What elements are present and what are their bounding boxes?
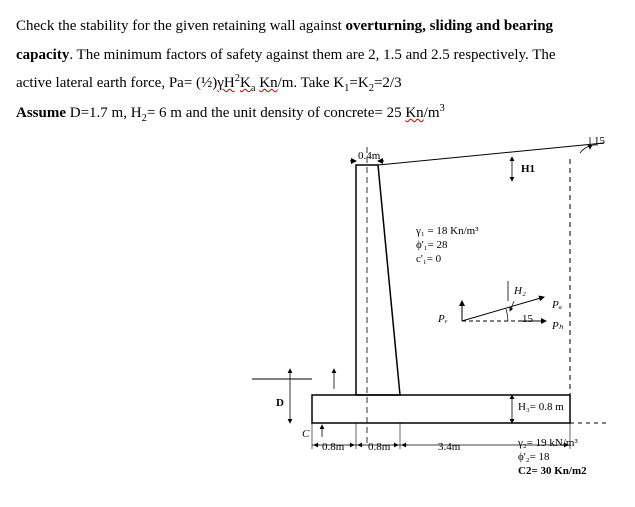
t-l2b: . The minimum factors of safety against … xyxy=(69,47,555,63)
t-l3j: =K xyxy=(349,75,368,91)
lbl-34: 3.4m xyxy=(438,441,460,453)
lbl-gamma1: γ₁ = 18 Kn/m³ xyxy=(416,225,479,237)
lbl-c1: c'₁= 0 xyxy=(416,253,441,265)
lbl-D: D xyxy=(276,397,284,409)
lbl-gamma2: γ₂= 19 kN/m³ xyxy=(518,437,578,449)
lbl-08b: 0.8m xyxy=(368,441,390,453)
t-l3b: γH xyxy=(217,75,234,91)
lbl-Ph: Pₕ xyxy=(552,319,563,332)
lbl-C2: C2= 30 Kn/m2 xyxy=(518,465,587,477)
t-l4e: Kn xyxy=(405,105,423,121)
lbl-phi2: ϕ'₂= 18 xyxy=(518,451,550,463)
lbl-ang2: 15 xyxy=(522,313,533,325)
lbl-angle15: 15 xyxy=(594,135,605,147)
retaining-wall-figure: 0.4m 15 H1 γ₁ = 18 Kn/m³ ϕ'₁= 28 c'₁= 0 … xyxy=(216,135,616,495)
lbl-phi1: ϕ'₁= 28 xyxy=(416,239,448,251)
t-l3h: /m. Take K xyxy=(278,75,345,91)
t-l4a: Assume xyxy=(16,105,66,121)
lbl-top-dim: 0.4m xyxy=(358,150,380,162)
t-l3d: K xyxy=(240,75,251,91)
t-l1b: overturning, sliding and bearing xyxy=(346,18,554,34)
t-l4g: 3 xyxy=(440,103,445,114)
problem-text: Check the stability for the given retain… xyxy=(16,12,619,129)
lbl-H3: H₃= 0.8 m xyxy=(518,401,564,413)
lbl-Pv: Pᵥ xyxy=(438,313,448,325)
t-l3l: =2/3 xyxy=(374,75,402,91)
t-l3a: active lateral earth force, Pa= (½) xyxy=(16,75,217,91)
lbl-Pa: Pₐ xyxy=(552,299,562,311)
t-l1a: Check the stability for the given retain… xyxy=(16,18,346,34)
t-l2a: capacity xyxy=(16,47,69,63)
lbl-C: C xyxy=(302,428,309,440)
lbl-H1: H1 xyxy=(521,163,535,175)
t-l4f: /m xyxy=(424,105,440,121)
t-l4b: D=1.7 m, H xyxy=(66,105,142,121)
lbl-H2: H₂ xyxy=(514,285,526,297)
t-l4d: = 6 m and the unit density of concrete= … xyxy=(147,105,406,121)
lbl-08a: 0.8m xyxy=(322,441,344,453)
t-l3g: Kn xyxy=(259,75,277,91)
